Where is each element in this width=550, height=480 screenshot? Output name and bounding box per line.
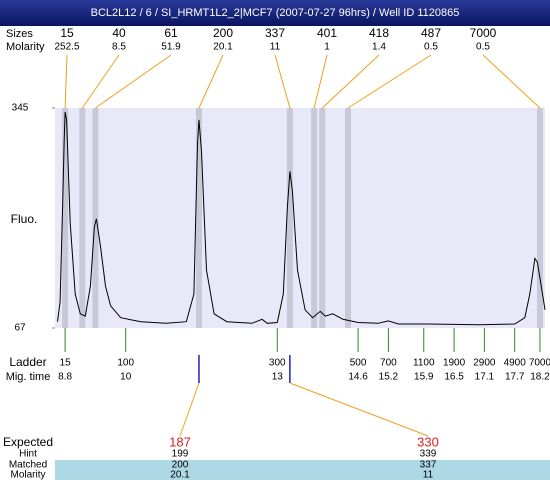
peak-band bbox=[536, 108, 543, 328]
expected-connector bbox=[289, 382, 429, 437]
ladder-size: 1900 bbox=[443, 358, 466, 369]
table-molarity-label: Molarity bbox=[10, 470, 45, 480]
hint-value: 339 bbox=[420, 449, 437, 460]
peak-band bbox=[79, 108, 86, 328]
ladder-size: 100 bbox=[117, 358, 134, 369]
peak-band bbox=[311, 108, 318, 328]
table-highlight bbox=[55, 460, 550, 480]
peak-connector bbox=[198, 54, 224, 109]
matched-value: 200 bbox=[172, 460, 189, 471]
ladder-time: 18.2 bbox=[530, 372, 550, 383]
peak-connector bbox=[274, 54, 291, 109]
y-tick-label: 345 bbox=[12, 103, 29, 114]
ladder-time: 8.8 bbox=[58, 372, 72, 383]
peak-size: 418 bbox=[369, 26, 389, 40]
peak-size: 61 bbox=[164, 26, 178, 40]
ladder-time: 16.5 bbox=[444, 372, 464, 383]
peak-size: 487 bbox=[421, 26, 441, 40]
peak-molarity: 0.5 bbox=[424, 42, 438, 53]
y-tick-label: 67 bbox=[14, 323, 26, 334]
peak-molarity: 51.9 bbox=[161, 42, 181, 53]
peak-molarity: 252.5 bbox=[54, 42, 79, 53]
expected-value: 330 bbox=[417, 434, 439, 449]
peak-connector bbox=[313, 54, 328, 109]
ladder-label: Ladder bbox=[9, 355, 46, 369]
ladder-time: 10 bbox=[120, 372, 132, 383]
ladder-time: 15.2 bbox=[379, 372, 399, 383]
peak-size: 15 bbox=[60, 26, 74, 40]
ladder-size: 4900 bbox=[504, 358, 527, 369]
ladder-size: 15 bbox=[60, 358, 72, 369]
trace bbox=[57, 111, 546, 326]
header-title: BCL2L12 / 6 / SI_HRMT1L2_2|MCF7 (2007-07… bbox=[91, 7, 460, 19]
ladder-time: 17.1 bbox=[475, 372, 495, 383]
peak-size: 40 bbox=[112, 26, 126, 40]
peak-size: 337 bbox=[265, 26, 285, 40]
ladder-size: 500 bbox=[350, 358, 367, 369]
molarity-row-label: Molarity bbox=[6, 41, 45, 53]
ladder-time: 14.6 bbox=[348, 372, 368, 383]
ladder-size: 7000 bbox=[529, 358, 550, 369]
y-axis-label: Fluo. bbox=[11, 212, 38, 226]
peak-band bbox=[62, 108, 69, 328]
ladder-size: 1100 bbox=[413, 358, 435, 369]
ladder-time: 17.7 bbox=[505, 372, 525, 383]
peak-molarity: 8.5 bbox=[112, 42, 126, 53]
hint-label: Hint bbox=[19, 449, 37, 460]
peak-molarity: 11 bbox=[270, 42, 281, 53]
peak-molarity: 0.5 bbox=[476, 42, 490, 53]
expected-label: Expected bbox=[3, 435, 53, 449]
peak-connector bbox=[81, 54, 120, 109]
peak-band bbox=[286, 108, 293, 328]
peak-connector bbox=[482, 54, 541, 109]
expected-value: 187 bbox=[169, 434, 191, 449]
matched-value: 337 bbox=[420, 460, 437, 471]
peak-band bbox=[344, 108, 351, 328]
ladder-size: 700 bbox=[380, 358, 397, 369]
ladder-time: 13 bbox=[272, 372, 284, 383]
header-bar bbox=[0, 0, 550, 26]
peak-band bbox=[319, 108, 326, 328]
hint-value: 199 bbox=[172, 449, 189, 460]
ladder-size: 2900 bbox=[473, 358, 496, 369]
mig-time-label: Mig. time bbox=[6, 371, 51, 383]
peak-molarity: 20.1 bbox=[213, 42, 233, 53]
molarity-value: 11 bbox=[423, 470, 434, 480]
peak-connector bbox=[347, 54, 432, 109]
plot-area bbox=[55, 108, 545, 328]
peak-size: 7000 bbox=[470, 26, 497, 40]
ladder-size: 300 bbox=[269, 358, 286, 369]
peak-size: 200 bbox=[213, 26, 233, 40]
matched-label: Matched bbox=[9, 460, 47, 471]
peak-connector bbox=[64, 54, 68, 109]
peak-band bbox=[92, 108, 99, 328]
peak-connector bbox=[321, 54, 380, 109]
peak-band bbox=[195, 108, 202, 328]
size-row-label: Sizes bbox=[6, 28, 33, 40]
molarity-value: 20.1 bbox=[170, 470, 190, 480]
peak-size: 401 bbox=[317, 26, 337, 40]
peak-connector bbox=[95, 54, 172, 109]
expected-connector bbox=[179, 382, 200, 437]
peak-molarity: 1.4 bbox=[372, 42, 386, 53]
ladder-time: 15.9 bbox=[414, 372, 434, 383]
peak-molarity: 1 bbox=[324, 42, 330, 53]
